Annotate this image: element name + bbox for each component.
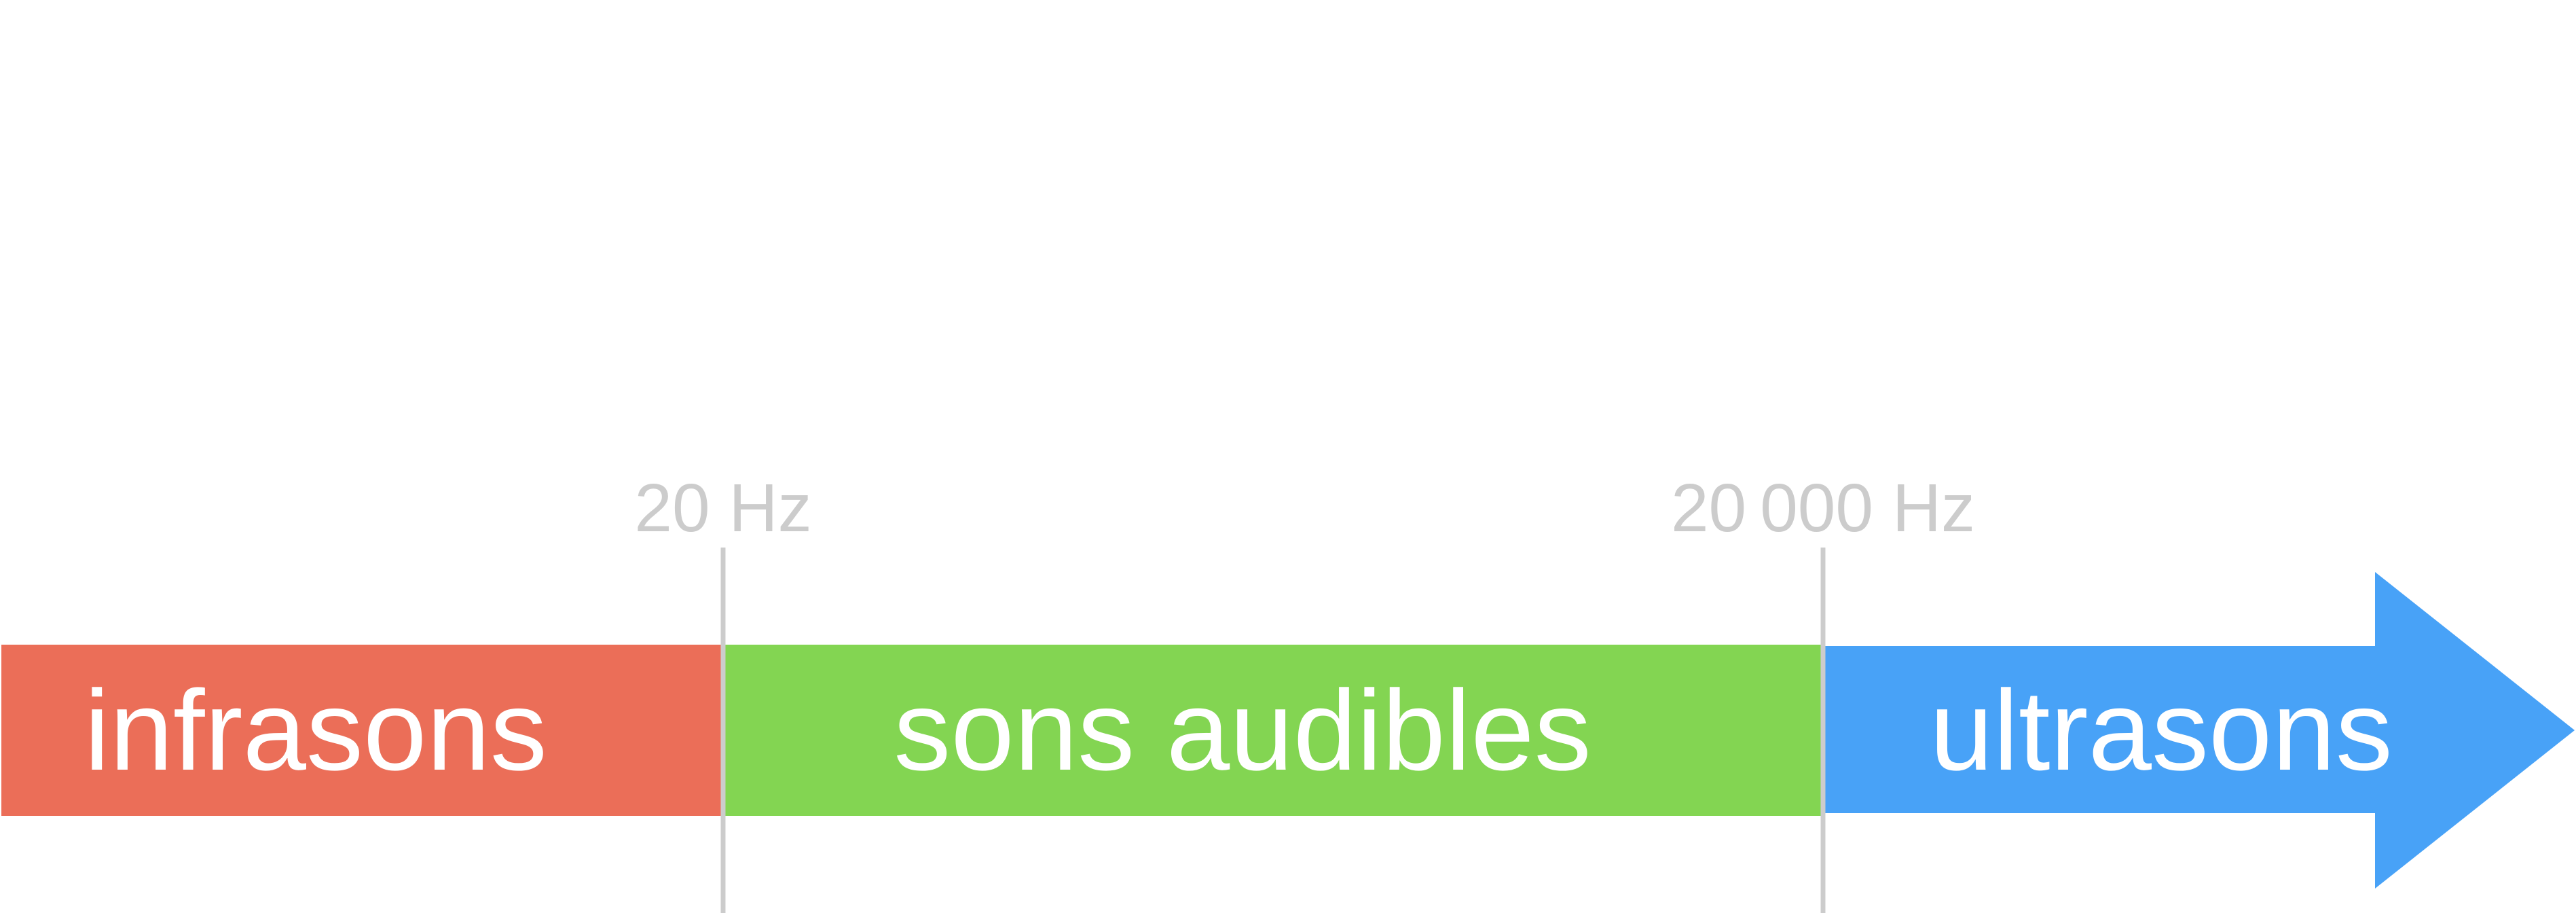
ultrasons-label: ultrasons [1930, 666, 2393, 794]
ultrasons-arrow [1823, 572, 2575, 889]
audible-label: sons audibles [894, 666, 1591, 794]
infrasons-band [1, 645, 723, 816]
audible-band [723, 645, 1823, 816]
infrasons-label: infrasons [84, 666, 547, 794]
threshold-label-20000hz: 20 000 Hz [1671, 470, 1975, 546]
threshold-label-20hz: 20 Hz [634, 470, 811, 546]
